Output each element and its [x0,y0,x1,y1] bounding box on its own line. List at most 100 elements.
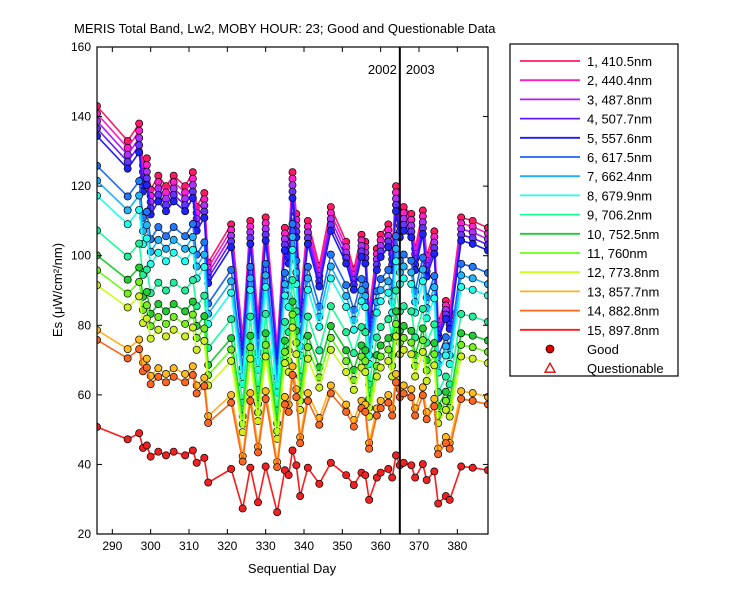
data-point [399,458,408,467]
legend-label: 9, 706.2nm [587,208,652,223]
data-point [280,347,289,356]
data-point [457,271,466,280]
data-point [154,364,163,373]
series-line [97,426,488,513]
data-point [392,257,400,266]
data-point [246,343,255,352]
data-point [227,265,236,274]
data-point [441,396,450,405]
data-point [227,315,236,324]
data-point [280,291,289,300]
data-point [376,468,385,477]
data-point [135,263,144,272]
data-point [288,446,297,455]
data-point [365,444,374,453]
data-point [457,329,466,338]
data-point [384,277,393,286]
data-point [441,333,450,342]
data-point [200,312,209,321]
data-point [154,325,163,334]
data-point [357,286,366,295]
data-point [261,310,270,318]
data-point [457,259,466,268]
data-point [261,236,270,245]
data-point [154,197,163,206]
x-tick-label: 290 [102,539,122,553]
x-tick-label: 370 [409,539,429,553]
legend-label: 14, 882.8nm [587,304,659,319]
data-point [361,346,370,355]
data-point [135,335,144,344]
data-point [135,119,144,128]
data-point [418,253,427,262]
data-point [246,262,255,271]
legend-label: 12, 773.8nm [587,265,659,280]
data-point [181,378,190,387]
data-point [457,283,466,291]
data-point [407,280,416,289]
data-point [418,336,427,345]
data-point [288,187,297,196]
data-point [399,381,408,390]
data-point [181,257,190,266]
data-point [342,292,351,301]
data-point [388,411,397,420]
data-point [261,340,270,349]
data-point [441,372,450,381]
data-point [246,312,255,321]
data-point [430,339,439,347]
data-point [162,232,170,241]
data-point [407,338,416,347]
data-point [430,394,439,403]
data-point [142,354,151,363]
data-point [261,329,270,338]
data-point [162,207,170,216]
data-point [142,181,151,189]
data-point [284,471,293,480]
data-point [303,274,312,283]
data-point [146,452,155,461]
y-tick-label: 160 [71,40,91,54]
data-point [384,391,393,399]
data-point [188,220,197,228]
data-point [457,236,466,245]
data-point [135,177,144,186]
data-point [468,274,477,283]
legend-label: 4, 507.7nm [587,112,652,127]
data-point [441,387,450,396]
data-point [349,385,358,394]
data-point [261,259,270,268]
data-point [192,389,201,398]
data-point [326,262,335,271]
data-point [418,391,427,400]
data-point [154,278,163,287]
data-point [261,394,270,403]
data-point [349,349,358,358]
legend-label: 13, 857.7nm [587,284,659,299]
data-point [326,389,335,398]
legend-label: 8, 679.9nm [587,188,652,203]
x-tick-label: 360 [371,539,391,553]
data-point [357,323,366,331]
data-point [142,287,151,296]
data-point [135,239,144,248]
data-point [376,396,385,405]
data-point [357,253,366,261]
data-point [246,396,255,405]
data-point [227,243,236,252]
data-point [142,221,151,230]
x-tick-label: 330 [256,539,276,553]
data-point [326,333,335,342]
data-point [361,368,370,376]
data-point [142,314,151,323]
data-point [162,286,170,295]
data-point [135,429,144,438]
data-point [123,435,132,444]
data-point [288,245,297,254]
data-point [399,333,408,342]
data-point [169,223,178,232]
data-point [169,312,178,321]
data-point [392,286,400,295]
data-point [273,508,282,517]
data-point [181,451,190,460]
